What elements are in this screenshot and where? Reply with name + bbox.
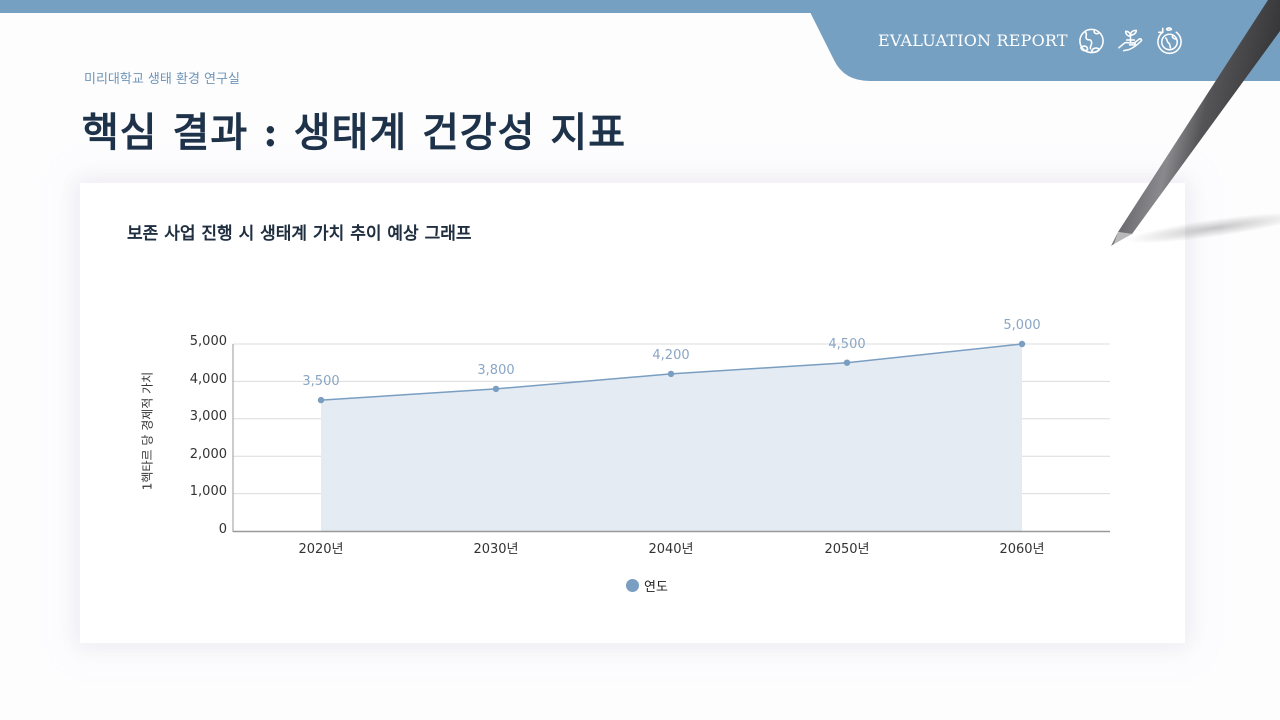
x-tick: 2020년 [298,542,344,557]
eco-cycle-globe-icon [1155,26,1184,56]
data-label: 4,500 [828,337,866,352]
y-axis-label: 1헥타르 당 경제적 가치 [140,371,155,491]
chart-title: 보존 사업 진행 시 생태계 가치 추이 예상 그래프 [127,224,472,244]
data-label: 3,800 [477,363,515,378]
x-tick: 2050년 [824,542,870,557]
legend-label: 연도 [644,580,668,595]
y-tick: 4,000 [189,372,227,387]
organization-label: 미리대학교 생태 환경 연구실 [84,72,240,87]
x-tick: 2060년 [999,542,1045,557]
y-tick: 2,000 [189,447,227,462]
page-title: 핵심 결과 : 생태계 건강성 지표 [82,109,626,156]
y-tick: 3,000 [189,409,227,424]
y-tick: 5,000 [189,334,227,349]
chart-card [80,183,1185,643]
data-label: 4,200 [652,348,690,363]
y-tick: 0 [218,522,227,537]
header-icons [1077,26,1184,56]
data-label: 5,000 [1003,318,1041,333]
report-header-title: EVALUATION REPORT [878,31,1068,50]
x-tick: 2030년 [473,542,519,557]
data-label: 3,500 [302,374,340,389]
y-tick: 1,000 [189,484,227,499]
chart-legend[interactable]: 연도 [626,576,668,595]
globe-leaf-icon [1077,26,1106,56]
hand-sprout-icon [1116,26,1145,56]
x-tick: 2040년 [648,542,694,557]
legend-marker-icon [626,579,639,592]
